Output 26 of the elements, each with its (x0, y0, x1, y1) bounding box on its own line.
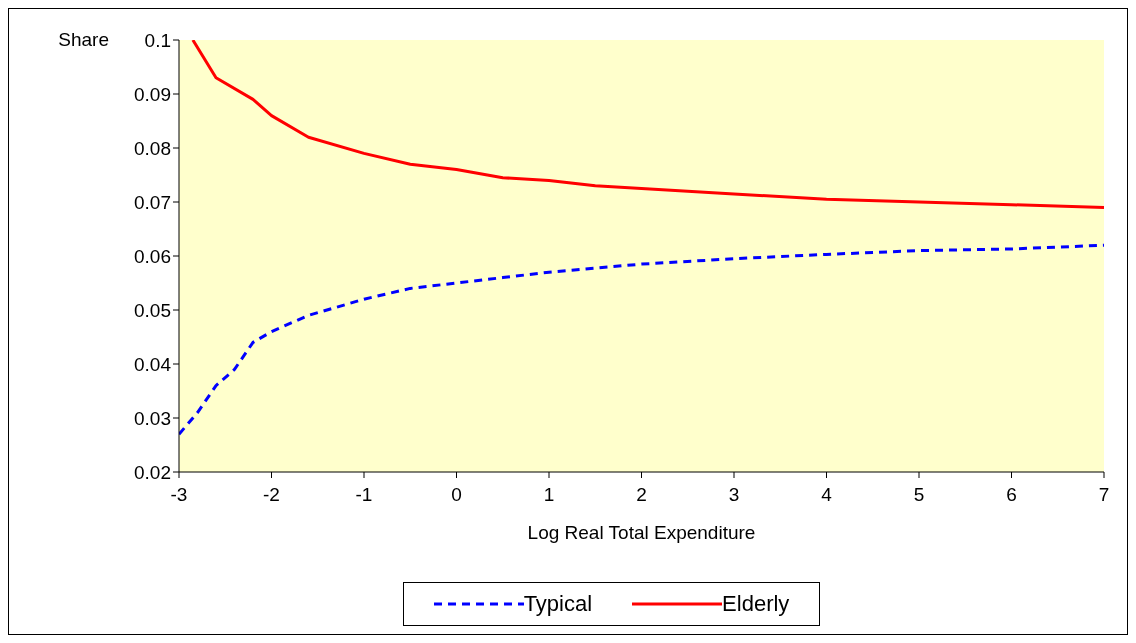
line-series (191, 40, 1104, 209)
y-axis-title: Share (58, 29, 109, 50)
y-tick-label: 0.05 (134, 299, 171, 321)
x-tick-label: 3 (728, 484, 740, 506)
x-axis-title: Log Real Total Expenditure (527, 522, 756, 544)
x-tick-label: 2 (636, 484, 647, 506)
y-tick-label: 0.07 (134, 191, 171, 213)
line-series (179, 243, 1104, 436)
y-tick-label: 0.06 (134, 245, 171, 267)
x-tick-label: 6 (1006, 484, 1017, 506)
x-tick-label: 0 (451, 484, 462, 506)
y-tick-label: 0.03 (134, 407, 171, 429)
x-tick-label: 5 (913, 484, 925, 506)
x-tick-label: 7 (1098, 484, 1110, 506)
x-tick-label: -2 (263, 484, 280, 506)
y-tick-label: 0.09 (134, 83, 171, 105)
y-tick-label: 0.02 (134, 461, 171, 483)
y-tick-label: 0.08 (134, 137, 171, 159)
x-tick-label: 4 (821, 484, 833, 506)
x-tick-label: -3 (170, 484, 188, 506)
legend-label: Typical (523, 591, 593, 617)
y-tick-label: 0.1 (144, 29, 171, 51)
legend-label: Elderly (722, 591, 790, 617)
x-tick-label: -1 (355, 484, 373, 506)
y-tick-label: 0.04 (134, 353, 172, 375)
x-tick-label: 1 (543, 484, 555, 506)
